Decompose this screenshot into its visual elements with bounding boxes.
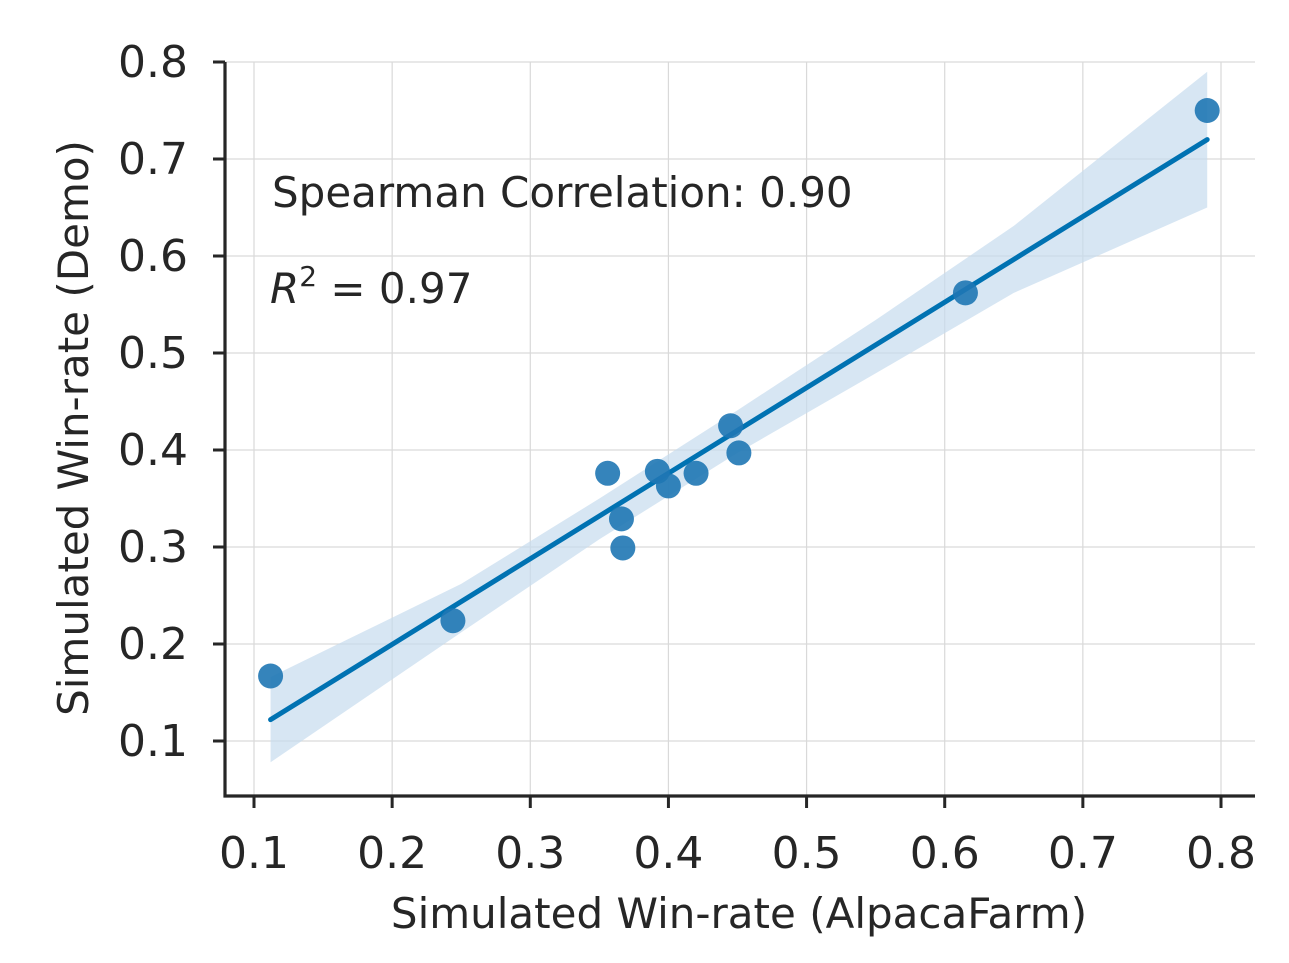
y-axis-title: Simulated Win-rate (Demo) — [49, 140, 98, 716]
y-tick-label: 0.1 — [118, 716, 188, 767]
data-point — [608, 506, 634, 532]
data-point — [726, 440, 752, 466]
data-point — [1194, 98, 1220, 123]
x-ticks: 0.1 0.2 0.3 0.4 0.5 0.6 0.7 0.8 — [219, 796, 1256, 879]
x-tick-label: 0.3 — [495, 828, 565, 879]
y-tick-label: 0.3 — [118, 522, 188, 573]
y-tick-label: 0.4 — [118, 425, 188, 476]
y-tick-label: 0.2 — [118, 619, 188, 670]
data-point — [610, 535, 636, 561]
r-squared-value: = 0.97 — [317, 264, 472, 313]
x-tick-label: 0.8 — [1186, 828, 1256, 879]
r-squared-annotation: R2 = 0.97 — [270, 260, 472, 313]
x-tick-label: 0.6 — [910, 828, 980, 879]
x-tick-label: 0.5 — [772, 828, 842, 879]
data-point — [655, 473, 681, 499]
r-squared-symbol: R — [270, 264, 299, 313]
data-point — [440, 608, 466, 634]
data-point — [718, 413, 744, 439]
r-squared-exponent: 2 — [299, 260, 317, 293]
axes — [223, 62, 1255, 798]
data-point — [258, 663, 284, 689]
x-tick-label: 0.1 — [219, 828, 289, 879]
data-point — [952, 280, 978, 306]
x-tick-label: 0.4 — [633, 828, 703, 879]
y-ticks: 0.1 0.2 0.3 0.4 0.5 0.6 0.7 0.8 — [118, 37, 225, 767]
y-tick-label: 0.8 — [118, 37, 188, 88]
y-tick-label: 0.7 — [118, 134, 188, 185]
y-tick-label: 0.6 — [118, 231, 188, 282]
y-tick-label: 0.5 — [118, 328, 188, 379]
data-point — [683, 460, 709, 486]
data-points — [258, 98, 1220, 689]
data-point — [595, 460, 621, 486]
x-tick-label: 0.7 — [1048, 828, 1118, 879]
axis-spines — [223, 62, 1255, 798]
x-axis-title: Simulated Win-rate (AlpacaFarm) — [391, 889, 1087, 938]
spearman-annotation: Spearman Correlation: 0.90 — [272, 168, 853, 217]
x-tick-label: 0.2 — [357, 828, 427, 879]
